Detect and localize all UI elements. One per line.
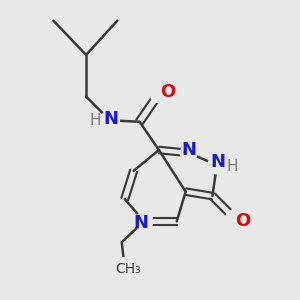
Text: N: N — [104, 110, 119, 128]
Circle shape — [226, 209, 244, 227]
Circle shape — [135, 212, 153, 230]
Circle shape — [113, 258, 136, 280]
Text: O: O — [236, 212, 251, 230]
Circle shape — [208, 156, 226, 174]
Text: H: H — [226, 159, 238, 174]
Text: O: O — [160, 83, 176, 101]
Text: N: N — [211, 154, 226, 172]
Text: CH₃: CH₃ — [115, 262, 141, 276]
Text: H: H — [90, 113, 101, 128]
Circle shape — [150, 85, 168, 102]
Circle shape — [180, 145, 197, 161]
Circle shape — [100, 111, 119, 130]
Text: N: N — [181, 141, 196, 159]
Text: N: N — [134, 214, 148, 232]
